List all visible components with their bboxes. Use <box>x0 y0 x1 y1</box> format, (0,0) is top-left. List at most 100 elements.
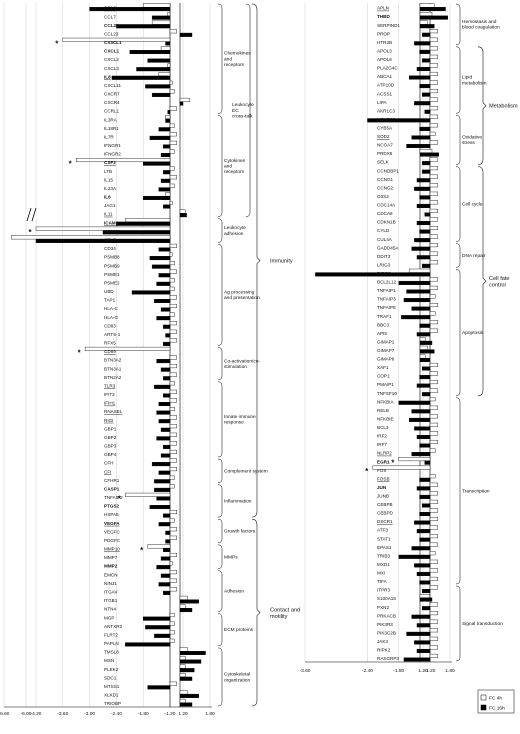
axis-break-mask <box>26 210 36 220</box>
gene-label: FLRT2 <box>104 632 118 637</box>
bar-fc-16h <box>142 195 171 200</box>
bar-fc-4h <box>429 106 439 111</box>
category-label: Oxidative stress <box>462 135 482 147</box>
x-tick-label: -3.60 <box>57 711 68 717</box>
bar-fc-16h <box>160 556 171 561</box>
bar-fc-16h <box>151 462 171 467</box>
gene-label: NINJ1 <box>104 581 117 586</box>
gene-label: PIK3R3 <box>377 622 393 627</box>
bar-fc-16h <box>419 229 431 234</box>
bar-fc-4h <box>429 534 439 539</box>
bar-fc-4h <box>169 89 175 94</box>
bar-fc-4h <box>429 431 439 436</box>
bar-fc-4h <box>62 37 171 42</box>
gene-label: RIGI <box>104 418 113 423</box>
gene-label: APOL6 <box>377 57 392 62</box>
gene-label: SELK <box>377 160 390 165</box>
bar-fc-16h <box>102 230 171 235</box>
gene-label: GADD45A <box>377 245 399 250</box>
gene-label: IL7R <box>104 134 114 139</box>
bar-fc-16h <box>406 144 431 149</box>
bar-fc-4h <box>429 508 439 513</box>
gene-label: CYB5A <box>377 125 393 130</box>
right-chart-panel: -3.60 -2.40 -1.80 -1.201.20 1.80 APLN THBD SERP… <box>300 3 518 674</box>
bar-fc-16h <box>416 203 431 208</box>
bar-fc-4h <box>158 72 171 77</box>
bar-fc-16h <box>158 582 171 587</box>
gene-label: PLEK2 <box>104 667 119 672</box>
bar-fc-16h <box>163 513 171 518</box>
x-tick-label: -4.20 <box>31 711 42 717</box>
group-bracket <box>477 46 487 165</box>
bar-fc-4h <box>169 398 177 403</box>
x-tick-label: -2.40 <box>362 668 373 674</box>
gene-label: TNFSF10 <box>377 391 397 396</box>
group-label: Metabolism <box>489 104 518 110</box>
bar-fc-4h <box>169 484 175 489</box>
bar-fc-16h <box>160 307 171 312</box>
category-label: Cytoskeletal organization <box>224 672 250 684</box>
bar-fc-4h <box>169 364 177 369</box>
bar-fc-4h <box>429 80 439 85</box>
bar-fc-4h <box>179 604 186 609</box>
bar-fc-16h <box>89 7 171 12</box>
gene-label: HLA-G <box>104 315 118 320</box>
gene-label: IFIH1 <box>104 401 116 406</box>
gene-label: XAF1 <box>377 365 389 370</box>
gene-label: CD69 <box>104 349 116 354</box>
gene-label: COP1 <box>377 374 390 379</box>
gene-label: TNFAIP1 <box>377 288 396 293</box>
gene-label: CCL20 <box>104 23 119 28</box>
gene-label: CXCL1 <box>104 49 120 54</box>
gene-label: HSPA5 <box>104 512 119 517</box>
bar-fc-4h <box>169 149 175 154</box>
gene-label: TRAF1 <box>377 314 392 319</box>
bar-fc-16h <box>416 571 431 576</box>
bar-fc-4h <box>169 681 177 686</box>
bar-fc-4h <box>419 345 428 350</box>
bar-fc-4h <box>429 551 436 556</box>
category-bracket <box>217 115 223 217</box>
bar-fc-16h <box>419 340 433 345</box>
bar-fc-4h <box>429 602 439 607</box>
bar-fc-16h <box>160 453 171 458</box>
gene-label: STAT1 <box>377 536 391 541</box>
bar-fc-16h <box>142 616 171 621</box>
bar-fc-4h <box>408 268 431 273</box>
bar-fc-16h <box>367 118 431 123</box>
gene-label: IRF7 <box>377 442 387 447</box>
bar-fc-4h <box>429 71 439 76</box>
gene-label: ATF3 <box>377 528 388 533</box>
bar-fc-16h <box>145 84 171 89</box>
gene-label: CDC14A <box>377 203 396 208</box>
bar-fc-4h <box>169 381 175 386</box>
bar-fc-16h <box>165 530 171 535</box>
category-label: Ag processing and presentation <box>224 290 260 302</box>
category-bracket <box>217 613 223 647</box>
bar-fc-4h <box>429 251 439 256</box>
bar-fc-16h <box>154 487 171 492</box>
bar-fc-4h <box>169 252 173 257</box>
category-bracket <box>217 484 223 518</box>
bar-fc-16h <box>414 238 431 243</box>
bar-fc-16h <box>156 496 171 501</box>
left-chart-panel: -6.60 -6.00-4.20 -3.60 -3.00 -2.40 -1.80 -1.20… <box>0 3 300 717</box>
category-bracket <box>455 269 461 396</box>
gene-label: CCL23 <box>104 31 119 36</box>
bar-fc-4h <box>169 338 177 343</box>
gene-label: SELE <box>104 238 116 243</box>
x-tick-label: 1.20 <box>178 711 188 717</box>
gene-label: TNFAIP8 <box>377 305 396 310</box>
bar-fc-4h <box>169 80 173 85</box>
gene-label: CDCA8 <box>377 211 393 216</box>
gene-label: LRIG3 <box>377 262 391 267</box>
bar-fc-16h <box>158 402 171 407</box>
bar-fc-4h <box>429 174 439 179</box>
bar-fc-4h <box>169 175 177 180</box>
bar-fc-16h <box>403 657 431 662</box>
gene-label: TIFA <box>377 579 388 584</box>
bar-fc-4h <box>11 235 171 240</box>
bar-fc-16h <box>421 589 431 594</box>
gene-label: NTN4 <box>104 607 116 612</box>
bar-fc-16h <box>419 512 431 517</box>
